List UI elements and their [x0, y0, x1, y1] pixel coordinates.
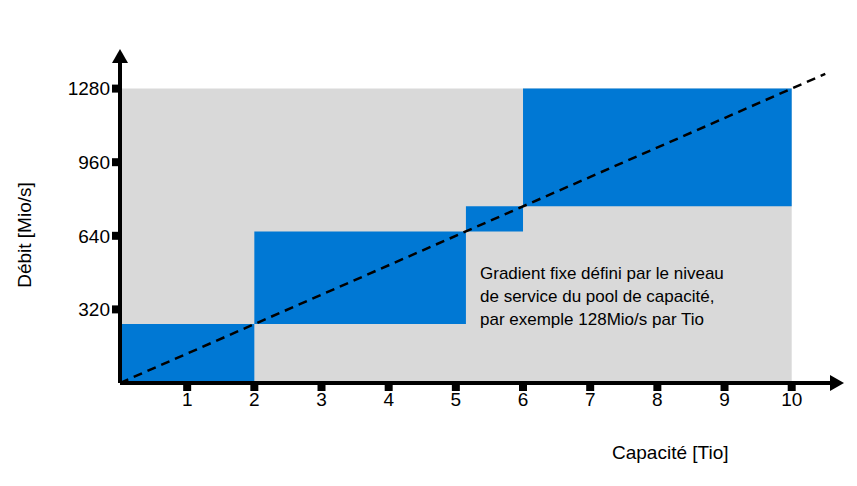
svg-text:5: 5	[451, 389, 462, 410]
svg-text:10: 10	[781, 389, 802, 410]
html-text:Capacité [Tio]: Capacité [Tio]	[612, 442, 729, 463]
html-text:de service du pool de capacité: de service du pool de capacité,	[480, 287, 715, 306]
svg-text:2: 2	[249, 389, 260, 410]
html-text:par exemple 128Mio/s par Tio: par exemple 128Mio/s par Tio	[480, 310, 704, 329]
svg-text:960: 960	[78, 152, 110, 173]
svg-text:3: 3	[316, 389, 327, 410]
svg-text:640: 640	[78, 226, 110, 247]
svg-text:6: 6	[518, 389, 529, 410]
svg-text:8: 8	[652, 389, 663, 410]
svg-text:1: 1	[182, 389, 193, 410]
svg-text:4: 4	[383, 389, 394, 410]
svg-text:320: 320	[78, 299, 110, 320]
svg-text:9: 9	[719, 389, 730, 410]
html-text:Gradient fixe défini par le ni: Gradient fixe défini par le niveau	[480, 264, 724, 283]
svg-text:7: 7	[585, 389, 596, 410]
svg-text:1280: 1280	[68, 78, 110, 99]
html-text:Débit [Mio/s]: Débit [Mio/s]	[14, 182, 35, 288]
